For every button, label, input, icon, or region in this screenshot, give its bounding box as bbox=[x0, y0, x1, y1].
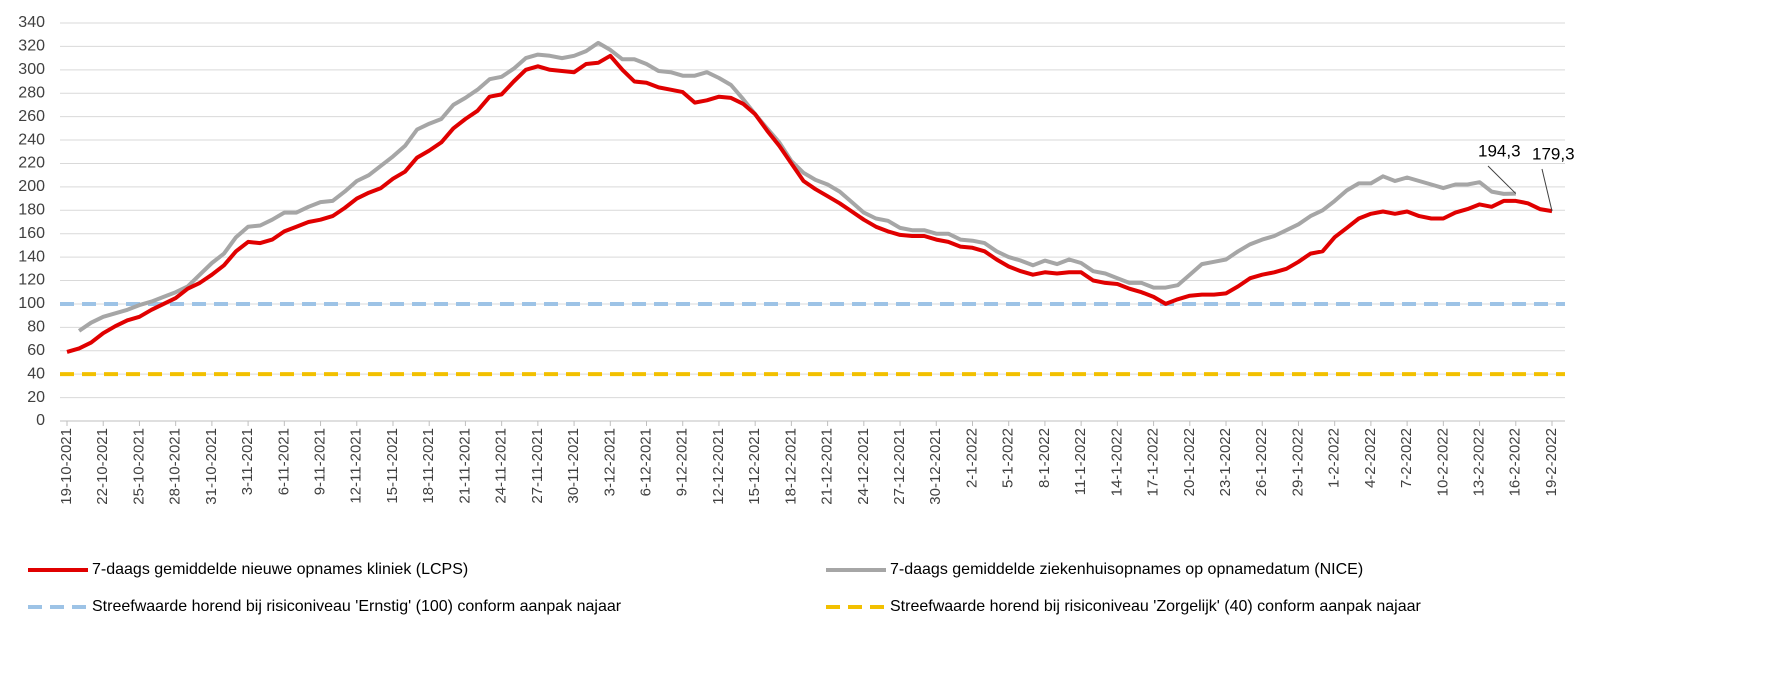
x-tick-label: 3-12-2021 bbox=[601, 428, 618, 496]
y-tick-label: 180 bbox=[18, 202, 45, 219]
y-tick-label: 40 bbox=[27, 365, 45, 382]
x-tick-label: 21-11-2021 bbox=[456, 428, 473, 504]
y-tick-label: 140 bbox=[18, 248, 45, 265]
y-tick-label: 100 bbox=[18, 295, 45, 312]
y-tick-label: 340 bbox=[18, 14, 45, 31]
x-tick-label: 30-11-2021 bbox=[565, 428, 582, 504]
x-tick-label: 12-12-2021 bbox=[710, 428, 727, 505]
annotation-leader bbox=[1541, 168, 1553, 212]
y-tick-label: 300 bbox=[18, 61, 45, 78]
x-tick-label: 30-12-2021 bbox=[927, 428, 944, 505]
y-tick-label: 120 bbox=[18, 272, 45, 289]
y-tick-label: 20 bbox=[27, 389, 45, 406]
y-tick-label: 200 bbox=[18, 178, 45, 195]
x-tick-label: 26-1-2022 bbox=[1253, 428, 1270, 496]
x-tick-label: 28-10-2021 bbox=[167, 428, 184, 505]
y-tick-label: 320 bbox=[18, 38, 45, 55]
x-tick-label: 23-1-2022 bbox=[1217, 428, 1234, 496]
x-tick-label: 6-11-2021 bbox=[275, 428, 292, 495]
x-tick-label: 11-1-2022 bbox=[1072, 428, 1089, 495]
legend-label: Streefwaarde horend bij risiconiveau 'Zo… bbox=[890, 598, 1422, 615]
annotation-leader bbox=[1487, 165, 1517, 194]
x-tick-label: 8-1-2022 bbox=[1036, 428, 1053, 488]
x-tick-label: 18-12-2021 bbox=[782, 428, 799, 505]
x-tick-label: 6-12-2021 bbox=[637, 428, 654, 496]
x-tick-label: 1-2-2022 bbox=[1326, 428, 1343, 488]
data-label: 179,3 bbox=[1532, 144, 1575, 163]
x-tick-label: 9-12-2021 bbox=[674, 428, 691, 496]
x-tick-label: 22-10-2021 bbox=[94, 428, 111, 505]
x-tick-label: 25-10-2021 bbox=[130, 428, 147, 505]
x-tick-label: 18-11-2021 bbox=[420, 428, 437, 504]
x-tick-label: 5-1-2022 bbox=[1000, 428, 1017, 488]
y-tick-label: 240 bbox=[18, 131, 45, 148]
x-tick-label: 24-12-2021 bbox=[855, 428, 872, 505]
y-tick-label: 0 bbox=[36, 412, 45, 429]
legend-label: 7-daags gemiddelde ziekenhuisopnames op … bbox=[890, 561, 1363, 578]
x-tick-label: 20-1-2022 bbox=[1181, 428, 1198, 496]
y-tick-label: 280 bbox=[18, 84, 45, 101]
legend-label: Streefwaarde horend bij risiconiveau 'Er… bbox=[92, 598, 622, 615]
legend-label: 7-daags gemiddelde nieuwe opnames klinie… bbox=[92, 561, 468, 578]
x-tick-label: 10-2-2022 bbox=[1434, 428, 1451, 496]
x-tick-label: 15-12-2021 bbox=[746, 428, 763, 505]
x-tick-label: 17-1-2022 bbox=[1145, 428, 1162, 496]
x-tick-label: 3-11-2021 bbox=[239, 428, 256, 495]
y-tick-label: 160 bbox=[18, 225, 45, 242]
x-tick-label: 4-2-2022 bbox=[1362, 428, 1379, 488]
y-tick-label: 220 bbox=[18, 155, 45, 172]
x-tick-label: 15-11-2021 bbox=[384, 428, 401, 504]
x-tick-label: 31-10-2021 bbox=[203, 428, 220, 505]
x-tick-label: 2-1-2022 bbox=[963, 428, 980, 488]
x-tick-label: 16-2-2022 bbox=[1507, 428, 1524, 496]
series-line bbox=[77, 40, 1516, 333]
x-tick-label: 12-11-2021 bbox=[348, 428, 365, 504]
x-tick-label: 7-2-2022 bbox=[1398, 428, 1415, 488]
x-tick-label: 9-11-2021 bbox=[312, 428, 329, 495]
x-tick-label: 19-10-2021 bbox=[58, 428, 75, 505]
x-tick-label: 27-12-2021 bbox=[891, 428, 908, 505]
x-tick-label: 13-2-2022 bbox=[1471, 428, 1488, 496]
data-label: 194,3 bbox=[1478, 141, 1521, 160]
y-tick-label: 60 bbox=[27, 342, 45, 359]
x-tick-label: 27-11-2021 bbox=[529, 428, 546, 504]
x-tick-label: 24-11-2021 bbox=[493, 428, 510, 504]
y-tick-label: 80 bbox=[27, 319, 45, 336]
x-tick-label: 29-1-2022 bbox=[1289, 428, 1306, 496]
x-tick-label: 19-2-2022 bbox=[1543, 428, 1560, 496]
y-tick-label: 260 bbox=[18, 108, 45, 125]
x-tick-label: 21-12-2021 bbox=[819, 428, 836, 505]
x-tick-label: 14-1-2022 bbox=[1108, 428, 1125, 496]
series-line bbox=[66, 53, 1553, 354]
